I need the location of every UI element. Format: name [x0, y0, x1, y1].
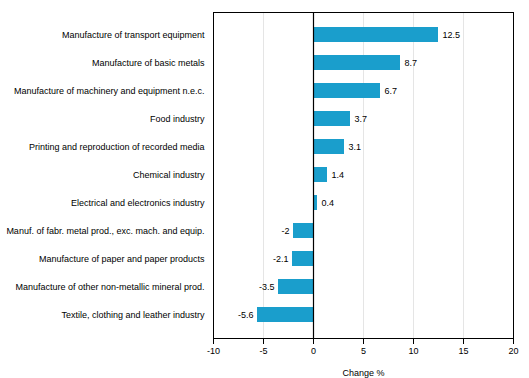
svg-text:12.5: 12.5	[443, 30, 461, 40]
svg-text:0: 0	[311, 346, 316, 356]
svg-text:-10: -10	[207, 346, 220, 356]
svg-text:-2.1: -2.1	[273, 254, 289, 264]
svg-text:3.1: 3.1	[349, 142, 362, 152]
svg-text:Textile, clothing and leather: Textile, clothing and leather industry	[61, 310, 205, 320]
svg-text:Manufacture of transport equip: Manufacture of transport equipment	[62, 30, 205, 40]
svg-text:20: 20	[508, 346, 518, 356]
svg-text:Manufacture of other non-metal: Manufacture of other non-metallic minera…	[15, 282, 204, 292]
svg-text:Chemical industry: Chemical industry	[133, 170, 205, 180]
svg-text:Manuf. of fabr. metal prod., e: Manuf. of fabr. metal prod., exc. mach. …	[6, 226, 204, 236]
svg-text:Manufacture of machinery and e: Manufacture of machinery and equipment n…	[14, 86, 205, 96]
svg-text:10: 10	[408, 346, 418, 356]
svg-text:Manufacture of basic metals: Manufacture of basic metals	[92, 58, 205, 68]
svg-text:Change %: Change %	[342, 368, 384, 378]
svg-text:-2: -2	[281, 226, 289, 236]
svg-text:Printing and reproduction of r: Printing and reproduction of recorded me…	[29, 142, 205, 152]
svg-text:15: 15	[458, 346, 468, 356]
svg-text:3.7: 3.7	[355, 114, 368, 124]
svg-text:5: 5	[361, 346, 366, 356]
svg-text:-5: -5	[259, 346, 267, 356]
svg-text:Food industry: Food industry	[150, 114, 205, 124]
svg-text:8.7: 8.7	[405, 58, 418, 68]
svg-text:-3.5: -3.5	[259, 282, 275, 292]
svg-text:Electrical and electronics ind: Electrical and electronics industry	[71, 198, 205, 208]
svg-text:1.4: 1.4	[332, 170, 345, 180]
svg-text:Manufacture of paper and paper: Manufacture of paper and paper products	[39, 254, 205, 264]
svg-text:6.7: 6.7	[385, 86, 398, 96]
svg-text:0.4: 0.4	[322, 198, 335, 208]
svg-text:-5.6: -5.6	[238, 310, 254, 320]
